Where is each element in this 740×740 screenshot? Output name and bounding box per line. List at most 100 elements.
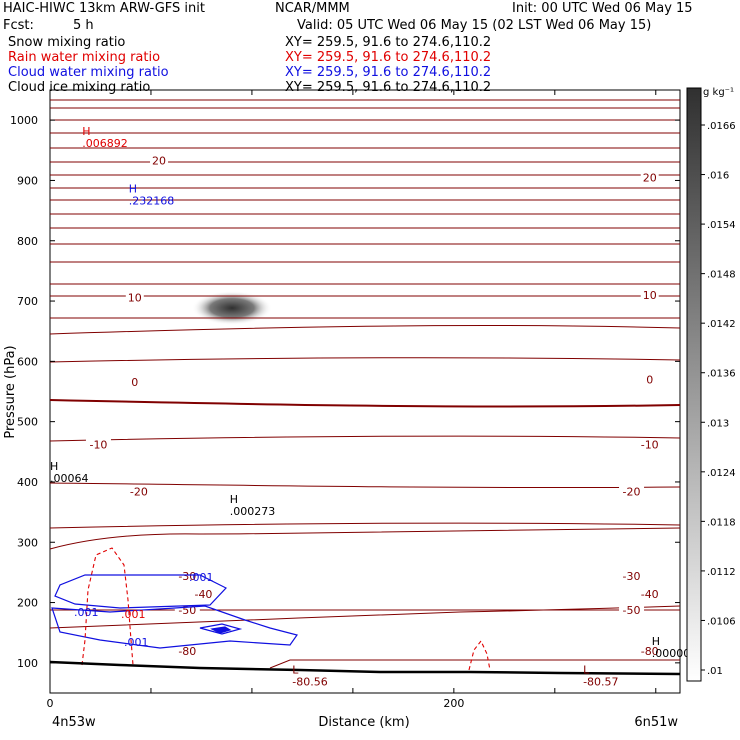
contour-label-bg (85, 438, 111, 451)
cloud-water-label: .001 (124, 636, 149, 649)
y-tick-label: 1000 (10, 114, 38, 127)
x-tick-label: 0 (47, 697, 54, 710)
contour-label-bg (619, 485, 645, 498)
contour-label-bg (129, 375, 141, 388)
temperature-contour-label: 0 (131, 376, 138, 389)
temperature-contour-label: -40 (641, 588, 659, 601)
colorbar-tick-label: .0124 (707, 468, 736, 479)
contour-label-bg (150, 154, 169, 167)
contour-label-bg (125, 291, 144, 304)
colorbar-tick-label: .0136 (707, 369, 736, 380)
temperature-contour-label: 10 (128, 291, 142, 304)
extremum-value: .000009 (652, 647, 698, 660)
y-tick-label: 500 (17, 416, 38, 429)
colorbar-tick-label: .013 (707, 418, 729, 429)
colorbar-tick-label: .0148 (707, 270, 736, 281)
cloud-water-contour-inner (199, 623, 243, 635)
colorbar-tick-label: .0106 (707, 616, 736, 627)
temperature-contour-line (49, 435, 681, 442)
y-tick-label: 300 (17, 536, 38, 549)
extremum-letter: H (230, 493, 238, 506)
contour-label-bg (640, 289, 659, 302)
colorbar-tick-label: .0112 (707, 567, 736, 578)
y-tick-label: 100 (17, 657, 38, 670)
temperature-contour-line (49, 325, 681, 335)
temperature-contour-line (49, 522, 681, 529)
temperature-contour-line (49, 357, 681, 363)
temperature-contour-label: 20 (643, 171, 657, 184)
terrain-surface (49, 660, 681, 676)
temperature-contour-label: 20 (152, 155, 166, 168)
forecast-value: 5 h (73, 18, 94, 33)
x-tick-label: 200 (443, 697, 464, 710)
cloud-water-contours (51, 574, 298, 649)
field-name-cloud-ice: Cloud ice mixing ratio (8, 80, 151, 95)
temperature-contour-line (49, 527, 681, 550)
temperature-contour-line (269, 659, 680, 669)
x-end-location: 6n51w (634, 715, 678, 730)
extremum-value: -80.57 (583, 676, 618, 689)
temperature-contour-line (49, 605, 681, 629)
temperature-contour-label: -50 (623, 604, 641, 617)
contour-label-bg (637, 588, 663, 601)
field-name-rain: Rain water mixing ratio (8, 50, 161, 65)
temperature-contour-label: -30 (623, 570, 641, 583)
temperature-contour-line (49, 399, 681, 408)
temperature-contour-label: 0 (646, 373, 653, 386)
y-tick-label: 800 (17, 235, 38, 248)
cloud-ice-shaded-area (192, 291, 272, 325)
x-axis-label: Distance (km) (318, 715, 409, 730)
rain-water-contours (81, 547, 491, 671)
y-tick-label: 700 (17, 295, 38, 308)
colorbar-tick-label: .016 (707, 171, 729, 182)
temperature-contour-label: -80 (641, 645, 659, 658)
extremum-value: -80.56 (292, 676, 327, 689)
field-name-cloud-water: Cloud water mixing ratio (8, 65, 169, 80)
extremum-letter: L (583, 664, 590, 677)
colorbar-tick-label: .0118 (707, 517, 736, 528)
org-label: NCAR/MMM (275, 1, 350, 16)
x-start-location: 4n53w (52, 715, 96, 730)
contour-label-bg (619, 570, 645, 583)
cloud-water-contour-center (210, 626, 232, 634)
contour-label-bg (619, 603, 645, 616)
temperature-contour-label: -40 (194, 588, 212, 601)
rain-water-contour-small (468, 639, 491, 671)
colorbar-unit: g kg⁻¹ (703, 87, 734, 98)
valid-label: Valid: 05 UTC Wed 06 May 15 (02 LST Wed … (297, 18, 652, 33)
field-xy-snow: XY= 259.5, 91.6 to 274.6,110.2 (285, 35, 492, 50)
extremum-value: .006892 (82, 137, 128, 150)
rain-water-contour-labels: .001 (121, 608, 146, 621)
temperature-contour-label: 10 (643, 289, 657, 302)
init-label: Init: 00 UTC Wed 06 May 15 (512, 1, 693, 16)
cloud-water-contour-lower (51, 605, 298, 649)
rain-water-label: .001 (121, 608, 146, 621)
extremum-letter: H (129, 183, 137, 196)
colorbar-tick-label: .0154 (707, 220, 736, 231)
temperature-contour-label: -20 (130, 486, 148, 499)
field-xy-cloud-water: XY= 259.5, 91.6 to 274.6,110.2 (285, 65, 492, 80)
temperature-contour-label: -10 (89, 439, 107, 452)
temperature-contours (49, 99, 681, 669)
colorbar-gradient (686, 87, 702, 682)
temperature-contour-labels: -80 -80-50 -50-40 -40-30 -30-20 -20-10 -100 010… (85, 154, 663, 658)
extrema-labels: L-80.56L-80.57H.000009H.000273H.00064H.2… (50, 125, 697, 688)
temperature-contour-label: -80 (178, 645, 196, 658)
contour-label-bg (126, 485, 152, 498)
extremum-value: .232168 (129, 195, 175, 208)
colorbar: g kg⁻¹ .01 .0106 .0112 .0118 .0124 .013 .0136.… (686, 87, 736, 682)
contour-label-bg (637, 438, 663, 451)
extremum-letter: H (82, 125, 90, 138)
temperature-contour-label: -20 (623, 486, 641, 499)
y-tick-label: 200 (17, 597, 38, 610)
cloud-water-contour-outer (54, 574, 227, 609)
forecast-label: Fcst: (3, 18, 34, 33)
contour-label-bg (637, 644, 663, 657)
plot-frame (49, 89, 681, 694)
cloud-water-label: .001 (74, 606, 99, 619)
extremum-value: .00064 (50, 472, 89, 485)
contour-label-bg (174, 644, 200, 657)
model-title: HAIC-HIWC 13km ARW-GFS init (3, 1, 205, 16)
